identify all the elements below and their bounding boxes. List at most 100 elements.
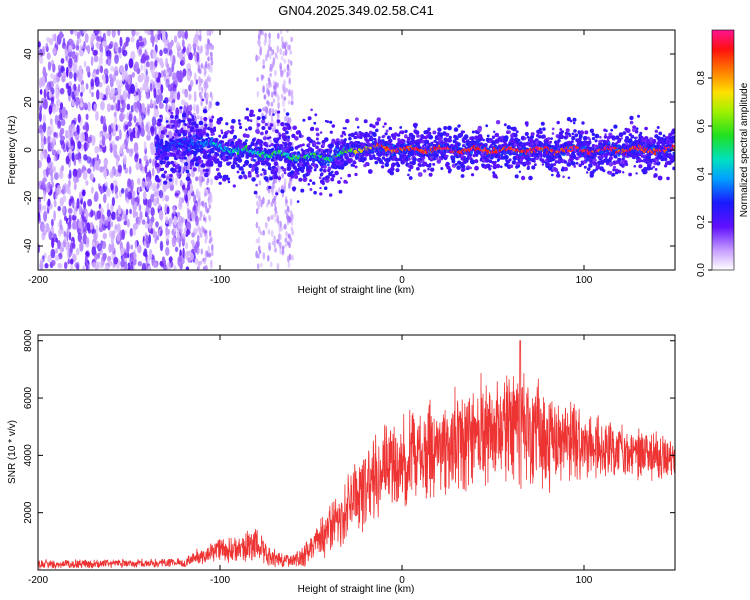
band-cell (262, 229, 266, 236)
ridge-halo-cell (494, 132, 500, 138)
ridge-halo-cell (265, 144, 269, 148)
band-cell (197, 114, 200, 120)
noise-cell (183, 125, 187, 131)
noise-cell (147, 30, 152, 36)
ridge-halo-cell (500, 165, 503, 169)
noise-cell (156, 183, 160, 190)
noise-cell (130, 83, 135, 95)
band-cell (273, 212, 277, 218)
ridge-halo-cell (308, 169, 312, 173)
noise-cell (179, 51, 183, 61)
ridge-halo-cell (462, 168, 466, 171)
noise-cell (182, 232, 185, 239)
ridge-halo-cell (162, 160, 166, 165)
noise-cell (96, 68, 100, 75)
band-cell (263, 39, 267, 47)
noise-cell (79, 44, 84, 50)
noise-cell (67, 85, 72, 97)
ridge-halo-cell (244, 159, 250, 165)
noise-cell (69, 30, 74, 35)
ridge-halo-cell (491, 135, 496, 139)
band-cell (208, 204, 212, 210)
noise-cell (79, 102, 84, 108)
band-cell (288, 77, 292, 85)
noise-cell (140, 180, 146, 192)
ridge-halo-cell (216, 153, 220, 157)
band-cell (291, 94, 294, 102)
noise-cell (165, 78, 170, 88)
noise-cell (41, 45, 46, 57)
noise-cell (46, 156, 51, 163)
band-cell (271, 181, 275, 188)
band-cell (255, 193, 259, 199)
band-cell (262, 107, 265, 112)
ridge-halo-cell (338, 189, 343, 194)
noise-cell (43, 103, 48, 110)
ridge-halo-cell (355, 117, 359, 122)
noise-cell (138, 35, 143, 42)
noise-cell (138, 77, 144, 83)
noise-cell (99, 51, 104, 57)
noise-cell (53, 156, 57, 162)
noise-cell (140, 64, 144, 71)
noise-cell (108, 216, 112, 222)
noise-cell (85, 83, 89, 90)
band-cell (278, 187, 281, 193)
noise-cell (129, 131, 134, 142)
band-cell (201, 86, 204, 92)
band-cell (269, 107, 272, 115)
noise-cell (114, 150, 118, 159)
noise-cell (182, 247, 185, 259)
band-cell (280, 36, 284, 43)
noise-cell (134, 125, 138, 133)
noise-cell (103, 168, 107, 178)
band-cell (288, 117, 292, 124)
noise-cell (121, 71, 125, 82)
noise-cell (195, 176, 199, 182)
noise-cell (114, 184, 118, 196)
band-cell (204, 68, 207, 76)
ridge-halo-cell (462, 130, 466, 134)
ridge-halo-cell (326, 138, 329, 141)
noise-cell (128, 58, 134, 69)
noise-cell (149, 251, 153, 258)
noise-cell (108, 73, 113, 80)
ridge-halo-cell (204, 172, 209, 178)
band-cell (265, 54, 268, 62)
band-cell (263, 94, 267, 100)
ridge-halo-cell (256, 174, 260, 178)
noise-cell (124, 124, 129, 130)
ridge-halo-cell (319, 168, 323, 172)
ridge-halo-cell (495, 176, 499, 179)
noise-cell (60, 58, 65, 64)
band-cell (210, 95, 214, 101)
ridge-halo-cell (218, 181, 222, 185)
noise-cell (186, 221, 191, 229)
noise-cell (115, 103, 121, 111)
noise-cell (135, 211, 138, 217)
band-cell (260, 262, 263, 268)
noise-cell (155, 71, 159, 78)
band-cell (278, 225, 281, 233)
ridge-halo-cell (407, 157, 411, 161)
ridge-halo-cell (341, 130, 346, 135)
noise-cell (85, 113, 89, 121)
noise-cell (177, 91, 181, 100)
noise-cell (121, 143, 126, 150)
noise-cell (74, 62, 78, 73)
noise-cell (75, 153, 80, 160)
ridge-halo-cell (156, 135, 160, 138)
noise-cell (43, 210, 48, 222)
ridge-halo-cell (469, 166, 472, 170)
ridge-halo-cell (329, 120, 333, 124)
noise-cell (82, 265, 86, 270)
noise-cell (67, 44, 73, 53)
noise-cell (195, 33, 199, 44)
band-cell (255, 208, 259, 215)
noise-cell (49, 80, 54, 89)
noise-cell (126, 103, 131, 111)
noise-cell (157, 33, 161, 41)
noise-cell (101, 240, 107, 250)
noise-cell (76, 90, 80, 97)
ridge-halo-cell (323, 186, 328, 190)
